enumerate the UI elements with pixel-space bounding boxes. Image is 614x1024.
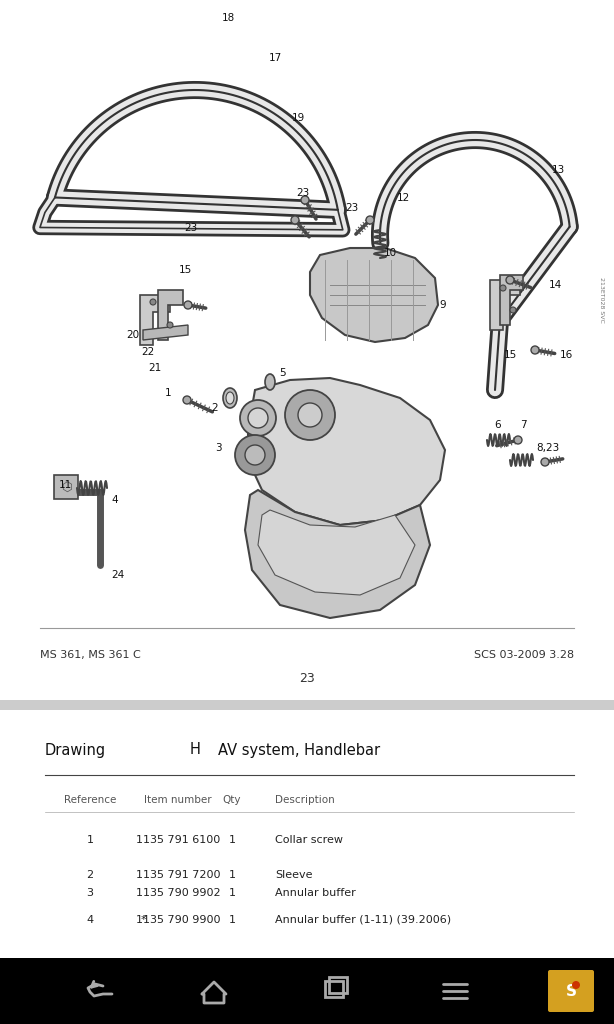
Text: 6: 6 [495,420,501,430]
Circle shape [184,301,192,309]
Text: Sleeve: Sleeve [275,870,313,880]
Text: 13: 13 [551,165,565,175]
Text: 1: 1 [228,835,236,845]
Text: 21: 21 [149,362,161,373]
Text: Drawing: Drawing [45,742,106,758]
Polygon shape [248,378,445,525]
Polygon shape [158,290,183,340]
Text: 11: 11 [58,480,72,490]
Polygon shape [500,275,523,325]
Text: 18: 18 [222,13,235,23]
Text: 7: 7 [519,420,526,430]
Polygon shape [310,248,438,342]
Text: 1: 1 [228,870,236,880]
Text: 19: 19 [292,113,305,123]
Text: 16: 16 [559,350,573,360]
Text: 1: 1 [228,915,236,925]
FancyBboxPatch shape [54,475,78,499]
Text: 1: 1 [87,835,93,845]
Text: H: H [190,742,200,758]
Text: 213ET028 SVC: 213ET028 SVC [599,278,605,323]
Text: Annular buffer: Annular buffer [275,888,356,898]
Circle shape [150,299,156,305]
Circle shape [245,445,265,465]
Text: 1: 1 [228,888,236,898]
Circle shape [248,408,268,428]
Circle shape [541,458,549,466]
Bar [325,981,343,997]
Circle shape [366,216,374,224]
Text: AV system, Handlebar: AV system, Handlebar [218,742,380,758]
Text: Item number: Item number [144,795,212,805]
Text: *: * [140,915,146,925]
Text: 17: 17 [268,53,282,63]
Text: Reference: Reference [64,795,116,805]
Text: Collar screw: Collar screw [275,835,343,845]
Text: 1135 791 6100: 1135 791 6100 [136,835,220,845]
Text: 2: 2 [87,870,93,880]
Ellipse shape [265,374,275,390]
Text: 23: 23 [184,223,198,233]
Polygon shape [258,510,415,595]
Bar [0,958,614,1024]
Text: Qty: Qty [223,795,241,805]
Text: 9: 9 [440,300,446,310]
Text: 8,23: 8,23 [537,443,559,453]
Text: 23: 23 [345,203,359,213]
Text: 24: 24 [111,570,125,580]
Text: 15: 15 [503,350,516,360]
Circle shape [183,396,191,404]
Text: 2: 2 [212,403,219,413]
Text: Annular buffer (1-11) (39.2006): Annular buffer (1-11) (39.2006) [275,915,451,925]
Circle shape [500,285,506,291]
Text: 23: 23 [297,188,309,198]
Ellipse shape [226,392,234,404]
Text: 3: 3 [87,888,93,898]
Text: 15: 15 [179,265,192,275]
Circle shape [301,196,309,204]
Text: SCS 03-2009 3.28: SCS 03-2009 3.28 [474,650,574,660]
Text: 1135 790 9900: 1135 790 9900 [136,915,220,925]
Polygon shape [143,325,188,340]
Text: 1135 791 7200: 1135 791 7200 [136,870,220,880]
Text: 23: 23 [299,672,315,684]
Circle shape [291,216,299,224]
Text: 10: 10 [383,248,397,258]
Text: ⬡: ⬡ [61,480,71,494]
Circle shape [298,403,322,427]
Text: 22: 22 [141,347,155,357]
Text: 4: 4 [87,915,93,925]
Text: 1135 790 9902: 1135 790 9902 [136,888,220,898]
Polygon shape [490,280,520,330]
Text: MS 361, MS 361 C: MS 361, MS 361 C [40,650,141,660]
Circle shape [510,307,516,313]
Circle shape [285,390,335,440]
Text: 12: 12 [397,193,410,203]
Text: 20: 20 [126,330,139,340]
Bar [329,977,347,993]
Circle shape [240,400,276,436]
Text: 5: 5 [279,368,286,378]
FancyBboxPatch shape [548,970,594,1012]
Circle shape [506,276,514,284]
Circle shape [167,322,173,328]
Text: 14: 14 [548,280,562,290]
Bar [0,700,614,710]
Circle shape [531,346,539,354]
Circle shape [514,436,522,444]
Polygon shape [140,295,170,345]
Text: 1: 1 [165,388,171,398]
Ellipse shape [223,388,237,408]
Text: Description: Description [275,795,335,805]
Circle shape [235,435,275,475]
Text: S: S [565,983,577,998]
Polygon shape [245,490,430,618]
Circle shape [572,981,580,989]
Text: 4: 4 [112,495,119,505]
Text: 3: 3 [215,443,221,453]
